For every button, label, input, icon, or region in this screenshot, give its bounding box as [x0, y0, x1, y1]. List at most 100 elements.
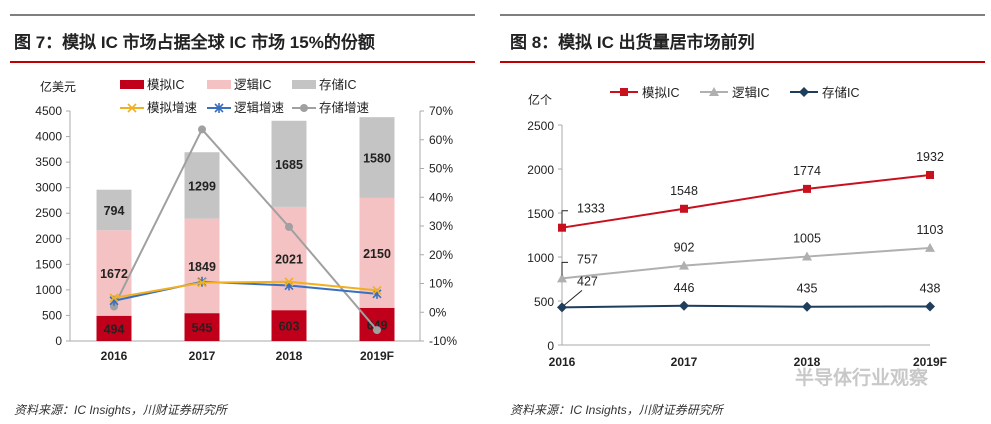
y-tick-label: 0 [547, 339, 554, 353]
data-label: 1849 [188, 260, 216, 274]
data-label: 435 [797, 282, 818, 296]
y-tick-label: 1000 [35, 283, 62, 297]
data-marker [925, 301, 935, 312]
data-label: 1299 [188, 179, 216, 193]
x-tick-label: 2018 [794, 355, 821, 369]
source-note: 资料来源：IC Insights，川财证券研究所 [510, 403, 725, 417]
growth-marker [110, 302, 118, 311]
bar-segment [359, 117, 395, 198]
y2-tick-label: 60% [429, 133, 453, 147]
y-tick-label: 4500 [35, 104, 62, 118]
growth-marker [198, 125, 206, 134]
left-panel: 图 7：模拟 IC 市场占据全球 IC 市场 15%的份额 亿美元 资料来源：I… [10, 14, 475, 417]
x-tick-label: 2017 [671, 355, 698, 369]
legend-swatch [207, 80, 231, 89]
legend-label: 存储IC [319, 77, 357, 92]
data-label: 1005 [793, 232, 821, 246]
y2-tick-label: 40% [429, 190, 453, 204]
y-tick-label: 1500 [35, 257, 62, 271]
data-label: 1672 [100, 267, 128, 281]
y-tick-label: 0 [55, 334, 62, 348]
series-line [561, 304, 931, 309]
y-tick-label: 1000 [527, 251, 554, 265]
watermark: 半导体行业观察 [795, 366, 929, 389]
legend-swatch [292, 80, 316, 89]
data-label: 902 [674, 241, 695, 255]
series-line [561, 246, 931, 280]
y-tick-label: 4000 [35, 130, 62, 144]
data-label: 649 [367, 318, 388, 332]
data-label: 1932 [916, 150, 944, 164]
data-marker [680, 204, 688, 213]
data-label: 438 [920, 281, 941, 295]
data-label: 757 [577, 252, 598, 266]
data-marker [802, 301, 812, 312]
bar-segment [271, 310, 307, 341]
data-label: 1333 [577, 202, 605, 216]
legend-swatch [120, 80, 144, 89]
legend-marker [799, 87, 809, 97]
y2-tick-label: -10% [429, 334, 457, 348]
leader-line [561, 210, 568, 224]
legend-label: 逻辑IC [732, 86, 770, 100]
data-label: 1103 [917, 223, 944, 237]
data-marker [925, 242, 935, 252]
y2-tick-label: 0% [429, 305, 447, 319]
growth-marker [285, 222, 293, 231]
growth-marker [373, 326, 381, 335]
data-label: 2021 [275, 253, 303, 267]
right-panel: 图 8：模拟 IC 出货量居市场前列 亿个 资料来源：IC Insights，川… [500, 14, 985, 417]
legend-marker [127, 103, 137, 113]
x-tick-label: 2016 [549, 355, 576, 369]
data-label: 1774 [793, 164, 821, 178]
y2-tick-label: 20% [429, 248, 453, 262]
data-label: 494 [104, 322, 125, 336]
y2-tick-label: 50% [429, 162, 453, 176]
bar-segment [184, 313, 220, 341]
leader-line [561, 261, 568, 276]
legend-label: 模拟增速 [147, 100, 198, 115]
legend-label: 模拟IC [642, 86, 680, 100]
y-tick-label: 3000 [35, 181, 62, 195]
growth-marker [284, 277, 294, 287]
data-label: 1580 [363, 152, 391, 166]
data-marker [802, 251, 812, 261]
growth-line [113, 280, 378, 299]
legend-label: 逻辑IC [234, 78, 272, 92]
data-label: 427 [577, 274, 598, 288]
legend-label: 逻辑增速 [234, 100, 285, 115]
bar-segment [96, 315, 132, 341]
y-tick-label: 500 [534, 295, 554, 309]
data-marker [926, 170, 934, 179]
x-tick-label: 2018 [276, 349, 303, 363]
data-label: 2150 [363, 247, 391, 261]
data-label: 545 [192, 321, 213, 335]
data-marker [558, 223, 566, 232]
growth-marker [197, 278, 207, 288]
bar-segment [359, 307, 395, 341]
legend-marker [620, 88, 628, 96]
leader-line [563, 290, 583, 306]
series-line [561, 173, 931, 229]
y-tick-label: 2000 [35, 232, 62, 246]
legend-label: 存储增速 [319, 100, 370, 115]
growth-line [113, 127, 378, 331]
data-label: 603 [279, 320, 300, 334]
data-label: 1685 [275, 158, 303, 172]
y-tick-label: 1500 [527, 207, 554, 221]
source-note: 资料来源：IC Insights，川财证券研究所 [14, 403, 229, 417]
bar-segment [271, 120, 307, 207]
legend-marker [709, 87, 719, 96]
chart-title: 图 8：模拟 IC 出货量居市场前列 [510, 32, 755, 52]
legend-marker [300, 104, 308, 112]
y2-tick-label: 70% [429, 104, 453, 118]
bar-segment [184, 152, 220, 219]
y-axis-label: 亿个 [528, 92, 552, 107]
bar-segment [184, 218, 220, 314]
y-tick-label: 2500 [527, 119, 554, 133]
data-marker [803, 184, 811, 193]
growth-marker [372, 285, 382, 295]
y-tick-label: 3500 [35, 155, 62, 169]
x-tick-label: 2017 [189, 349, 216, 363]
